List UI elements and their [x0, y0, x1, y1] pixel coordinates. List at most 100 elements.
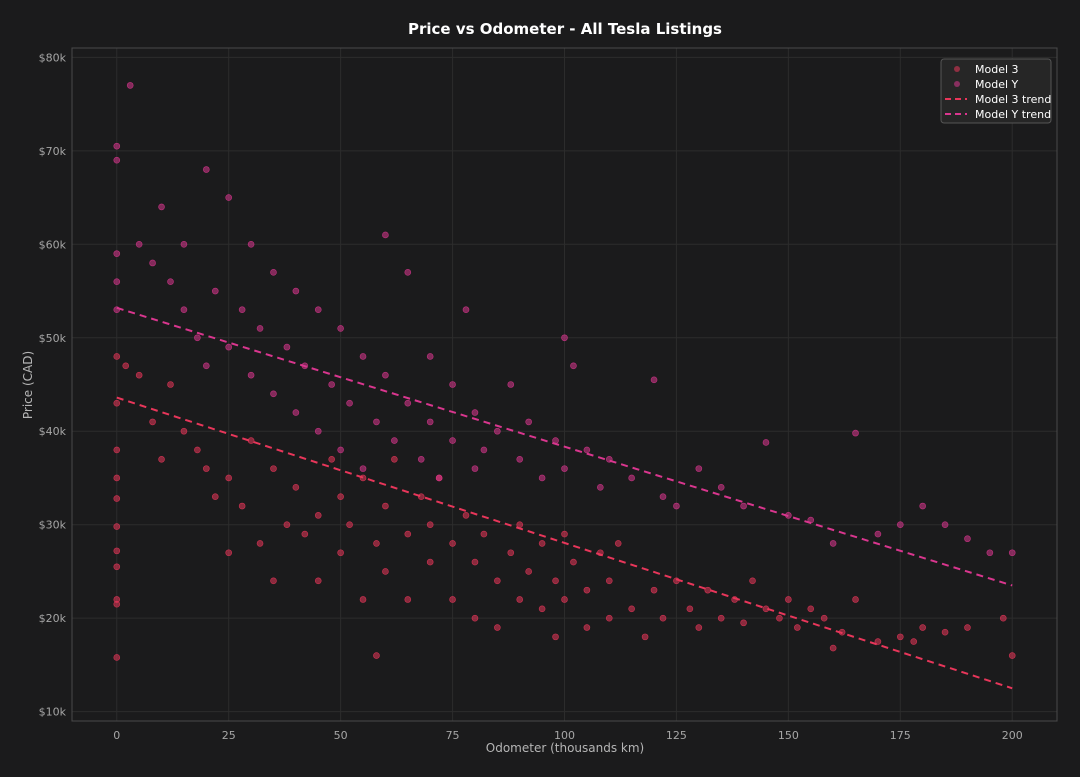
model-y-point	[382, 371, 389, 379]
model-3-point	[785, 596, 792, 603]
model-3-point	[292, 484, 300, 491]
model-y-point	[314, 427, 322, 435]
y-tick-label: $20k	[39, 612, 67, 625]
model-y-point	[211, 287, 219, 295]
model-3-point	[999, 614, 1007, 622]
legend-box	[940, 58, 1052, 124]
model-3-point	[270, 577, 277, 585]
model-y-point	[561, 465, 568, 472]
model-y-point	[337, 446, 344, 454]
model-y-point	[426, 353, 434, 360]
model-3-point	[538, 540, 546, 547]
model-3-point	[203, 465, 210, 472]
model-3-point	[538, 605, 546, 613]
data-points	[113, 82, 1016, 661]
model-3-point	[552, 577, 559, 585]
model-y-point	[382, 231, 389, 239]
model-3-point	[391, 455, 398, 463]
model-y-point	[874, 530, 882, 538]
model-3-point	[552, 633, 559, 641]
model-y-point	[359, 465, 367, 472]
model-3-point	[426, 558, 434, 566]
model-y-point	[561, 334, 568, 342]
model-y-point	[852, 429, 859, 437]
model-3-point	[507, 549, 515, 557]
model-3-point	[113, 474, 121, 482]
model-y-point	[113, 156, 121, 164]
model-y-point	[314, 306, 322, 314]
model-y-point	[762, 439, 770, 446]
model-3-point	[180, 427, 188, 435]
model-3-point	[382, 568, 389, 575]
model-3-point	[449, 540, 456, 547]
y-axis-label: Price (CAD)	[21, 351, 35, 419]
model-3-point	[113, 353, 121, 360]
model-3-point	[373, 652, 380, 659]
model-y-point	[346, 399, 353, 407]
model-3-point	[113, 523, 121, 530]
model-y-point	[673, 502, 680, 510]
model-y-point	[435, 474, 443, 482]
model-y-point	[507, 381, 515, 388]
model-3-point	[283, 521, 291, 529]
model-3-point	[829, 644, 837, 652]
model-3-point	[749, 577, 756, 585]
model-y-point	[225, 194, 233, 201]
x-tick-label: 0	[113, 729, 120, 742]
model-3-point	[964, 624, 971, 631]
legend-label-model-3-trend: Model 3 trend	[975, 93, 1051, 106]
y-tick-label: $70k	[39, 145, 67, 158]
model-3-point	[583, 586, 591, 594]
model-3-point	[346, 521, 353, 529]
legend-marker-model-3	[954, 66, 960, 72]
model-3-point	[776, 614, 783, 622]
model-y-point	[986, 549, 994, 557]
model-3-point	[211, 493, 219, 500]
model-3-point	[135, 371, 143, 379]
y-tick-label: $30k	[39, 519, 67, 532]
model-y-point	[373, 418, 380, 426]
y-tick-label: $40k	[39, 425, 67, 438]
model-y-point	[180, 240, 188, 248]
model-3-point	[238, 502, 246, 510]
y-tick-label: $60k	[39, 238, 67, 251]
model-y-point	[359, 353, 367, 360]
legend-marker-model-y	[954, 81, 960, 87]
model-y-point	[247, 371, 255, 379]
model-y-point	[449, 381, 456, 388]
model-3-point	[167, 381, 174, 388]
model-3-point	[225, 474, 233, 482]
x-tick-label: 50	[334, 729, 348, 742]
model-y-point	[270, 390, 277, 398]
model-3-point	[659, 614, 667, 622]
y-tick-label: $80k	[39, 51, 67, 64]
model-y-point	[225, 343, 233, 351]
model-y-point	[480, 446, 488, 454]
model-y-point	[113, 250, 121, 257]
model-y-point	[203, 166, 210, 173]
y-tick-label: $10k	[39, 706, 67, 719]
x-tick-label: 100	[554, 729, 575, 742]
model-y-point	[113, 142, 121, 150]
model-y-point	[829, 540, 837, 547]
model-3-point	[382, 502, 389, 510]
model-y-point	[194, 334, 201, 342]
model-y-point	[597, 484, 604, 491]
model-y-point	[149, 259, 156, 267]
model-y-point	[292, 287, 300, 295]
model-y-point	[740, 502, 747, 510]
model-y-point	[659, 493, 667, 500]
model-3-point	[247, 437, 255, 444]
model-3-point	[910, 638, 918, 645]
model-y-point	[180, 306, 188, 314]
model-y-point	[919, 502, 926, 510]
model-y-point	[717, 484, 725, 491]
model-y-point	[650, 376, 658, 384]
model-3-point	[462, 512, 470, 519]
model-3-point	[426, 521, 434, 529]
model-y-point	[113, 278, 121, 285]
model-y-point	[158, 203, 165, 211]
model-3-point	[270, 465, 277, 472]
model-3-point	[113, 654, 121, 661]
model-y-point	[292, 409, 300, 416]
